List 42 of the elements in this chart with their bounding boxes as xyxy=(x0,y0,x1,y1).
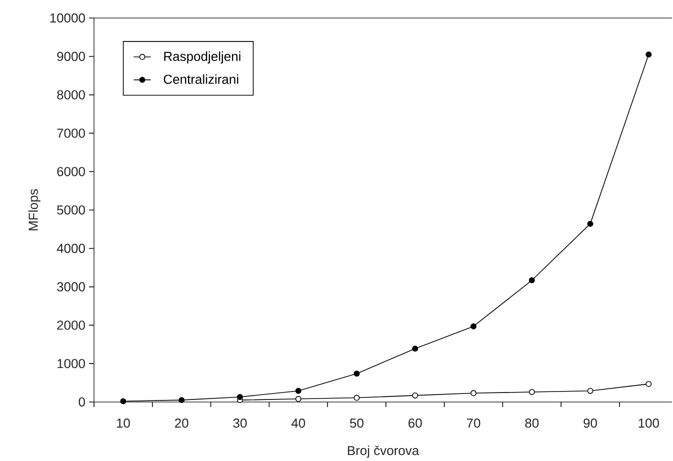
point xyxy=(587,220,594,227)
point xyxy=(470,390,476,396)
y-axis-title: MFlops xyxy=(28,189,40,230)
x-tick-label: 20 xyxy=(175,418,188,428)
point xyxy=(120,398,126,404)
point xyxy=(470,323,476,330)
x-tick-label: 60 xyxy=(408,418,422,428)
x-tick-label: 50 xyxy=(350,418,364,428)
point xyxy=(295,388,302,394)
point xyxy=(295,396,302,402)
legend-label: Raspodjeljeni xyxy=(164,51,240,64)
point xyxy=(528,389,535,396)
point xyxy=(178,397,185,404)
y-tick-label: 4000 xyxy=(56,244,85,253)
y-tick-label: 2000 xyxy=(57,320,85,330)
y-tick-label: 9000 xyxy=(57,52,85,61)
x-tick-label: 90 xyxy=(584,418,597,428)
x-tick-label: 10 xyxy=(116,418,130,428)
point xyxy=(354,370,360,377)
point xyxy=(412,392,418,398)
x-tick-label: 80 xyxy=(525,418,539,428)
x-tick-label: 30 xyxy=(233,418,247,428)
x-tick-label: 100 xyxy=(638,418,659,428)
point xyxy=(236,394,243,400)
point xyxy=(646,380,652,387)
y-tick-label: 0 xyxy=(78,397,85,407)
point xyxy=(646,51,652,58)
y-tick-label: 7000 xyxy=(57,128,85,138)
y-tick-label: 10000 xyxy=(50,13,85,23)
y-tick-label: 8000 xyxy=(57,90,85,100)
x-tick-label: 70 xyxy=(466,418,480,428)
y-tick-label: 1000 xyxy=(58,358,85,368)
legend-label: Centralizirani xyxy=(164,74,238,84)
x-tick-label: 40 xyxy=(291,418,306,428)
y-tick-label: 3000 xyxy=(57,282,85,292)
point xyxy=(354,394,360,401)
point xyxy=(528,277,535,284)
y-tick-label: 5000 xyxy=(57,205,85,215)
point xyxy=(412,346,418,352)
point xyxy=(587,388,594,394)
x-axis-title: Broj čvorova xyxy=(348,446,420,458)
y-tick-label: 6000 xyxy=(57,166,85,176)
